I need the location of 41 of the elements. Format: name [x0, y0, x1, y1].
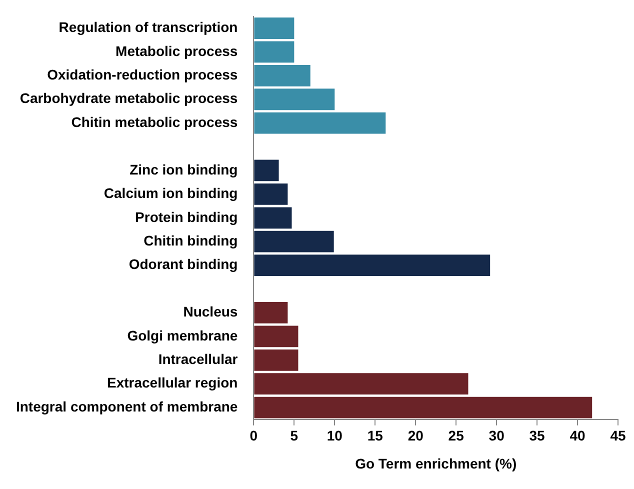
- bar: [254, 396, 592, 418]
- y-tick-label: Metabolic process: [116, 42, 238, 59]
- bar: [254, 183, 288, 205]
- y-tick-label: Intracellular: [158, 350, 238, 367]
- y-tick-label: Chitin binding: [144, 232, 238, 248]
- x-tick-label: 10: [326, 428, 343, 444]
- bar: [254, 349, 298, 371]
- bar: [254, 41, 294, 63]
- y-tick-label: Golgi membrane: [127, 327, 238, 344]
- x-axis-title: Go Term enrichment (%): [355, 455, 517, 472]
- y-tick-label: Chitin metabolic process: [71, 114, 238, 130]
- y-tick-label: Carbohydrate metabolic process: [20, 90, 238, 106]
- y-tick-label: Extracellular region: [106, 374, 238, 391]
- bar: [254, 18, 294, 39]
- x-tick-label: 0: [250, 428, 258, 444]
- bar: [254, 207, 292, 229]
- y-tick-label: Oxidation-reduction process: [47, 66, 238, 83]
- y-tick-label: Protein binding: [135, 208, 238, 225]
- x-tick-label: 25: [448, 428, 464, 444]
- bar: [254, 254, 490, 276]
- x-tick-label: 35: [529, 428, 546, 444]
- bar: [254, 230, 334, 252]
- bar: [254, 88, 335, 110]
- bar: [254, 326, 298, 348]
- bar: [254, 302, 288, 324]
- bar: [254, 373, 468, 395]
- x-tick-label: 15: [367, 428, 384, 444]
- y-tick-label: Integral component of membrane: [16, 398, 238, 414]
- y-tick-label: Calcium ion binding: [104, 185, 238, 202]
- bar: [254, 160, 279, 182]
- x-tick-label: 20: [408, 428, 424, 444]
- bar: [254, 64, 310, 86]
- x-tick-label: 5: [290, 428, 298, 444]
- x-tick-label: 30: [488, 428, 505, 444]
- x-tick-label: 40: [570, 428, 586, 444]
- bar: [254, 112, 386, 134]
- y-tick-label: Regulation of transcription: [58, 19, 238, 36]
- y-tick-label: Zinc ion binding: [130, 161, 238, 178]
- y-tick-label: Odorant binding: [128, 256, 238, 272]
- x-tick-label: 45: [610, 428, 626, 444]
- y-tick-label: Nucleus: [183, 304, 238, 320]
